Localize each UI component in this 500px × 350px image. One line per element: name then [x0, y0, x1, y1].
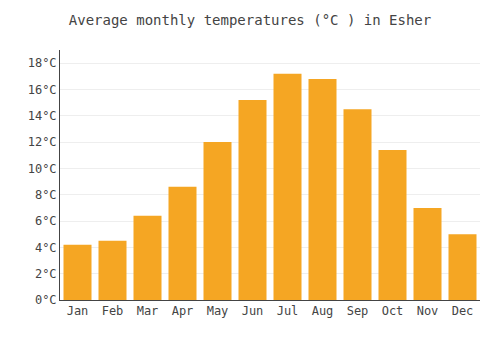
svg-text:16°C: 16°C: [28, 83, 57, 97]
svg-text:Jan: Jan: [67, 304, 89, 318]
svg-text:18°C: 18°C: [28, 56, 57, 70]
svg-text:Dec: Dec: [452, 304, 474, 318]
svg-text:Jul: Jul: [277, 304, 299, 318]
svg-text:10°C: 10°C: [28, 162, 57, 176]
svg-text:Aug: Aug: [312, 304, 334, 318]
svg-text:8°C: 8°C: [35, 188, 57, 202]
svg-text:2°C: 2°C: [35, 267, 57, 281]
svg-text:May: May: [207, 304, 229, 318]
svg-text:Average monthly temperatures (: Average monthly temperatures (°C ) in Es…: [69, 12, 431, 28]
svg-text:Oct: Oct: [382, 304, 404, 318]
svg-text:Mar: Mar: [137, 304, 159, 318]
svg-text:4°C: 4°C: [35, 241, 57, 255]
svg-text:Sep: Sep: [347, 304, 369, 318]
svg-text:Feb: Feb: [102, 304, 124, 318]
svg-text:Apr: Apr: [172, 304, 194, 318]
svg-text:14°C: 14°C: [28, 109, 57, 123]
svg-text:Jun: Jun: [242, 304, 264, 318]
svg-text:0°C: 0°C: [35, 293, 57, 307]
svg-text:12°C: 12°C: [28, 135, 57, 149]
svg-text:Nov: Nov: [417, 304, 439, 318]
svg-text:6°C: 6°C: [35, 214, 57, 228]
